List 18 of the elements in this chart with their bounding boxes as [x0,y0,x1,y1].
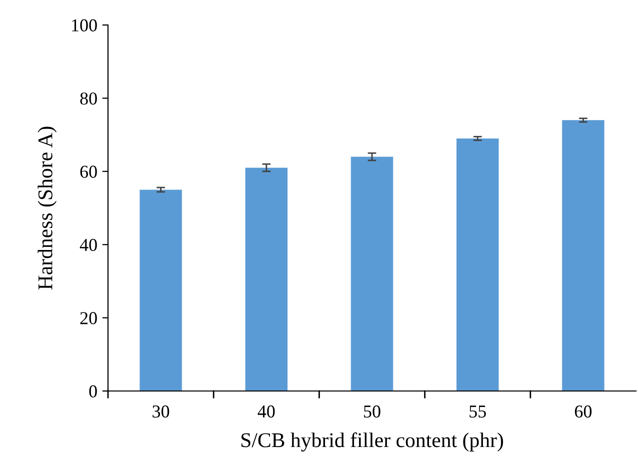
y-tick-label: 100 [72,19,97,32]
bar [245,168,288,391]
y-tick-label: 20 [80,312,97,324]
y-tick-label: 0 [89,385,97,398]
bar [350,156,394,391]
x-tick-label: 30 [152,405,170,418]
y-axis-title: Hardness (Shore A) [38,126,57,290]
x-tick-label: 55 [470,406,486,418]
x-tick-label: 40 [258,405,275,418]
y-tick-label: 80 [80,92,97,105]
x-tick-label: 50 [364,405,380,418]
x-axis-title: S/CB hybrid filler content (phr) [241,432,504,452]
x-tick-label: 60 [574,405,592,418]
y-tick-label: 40 [80,238,97,252]
bar [140,190,182,391]
bar [562,120,604,391]
bar [456,138,499,391]
y-tick-label: 60 [80,166,97,178]
